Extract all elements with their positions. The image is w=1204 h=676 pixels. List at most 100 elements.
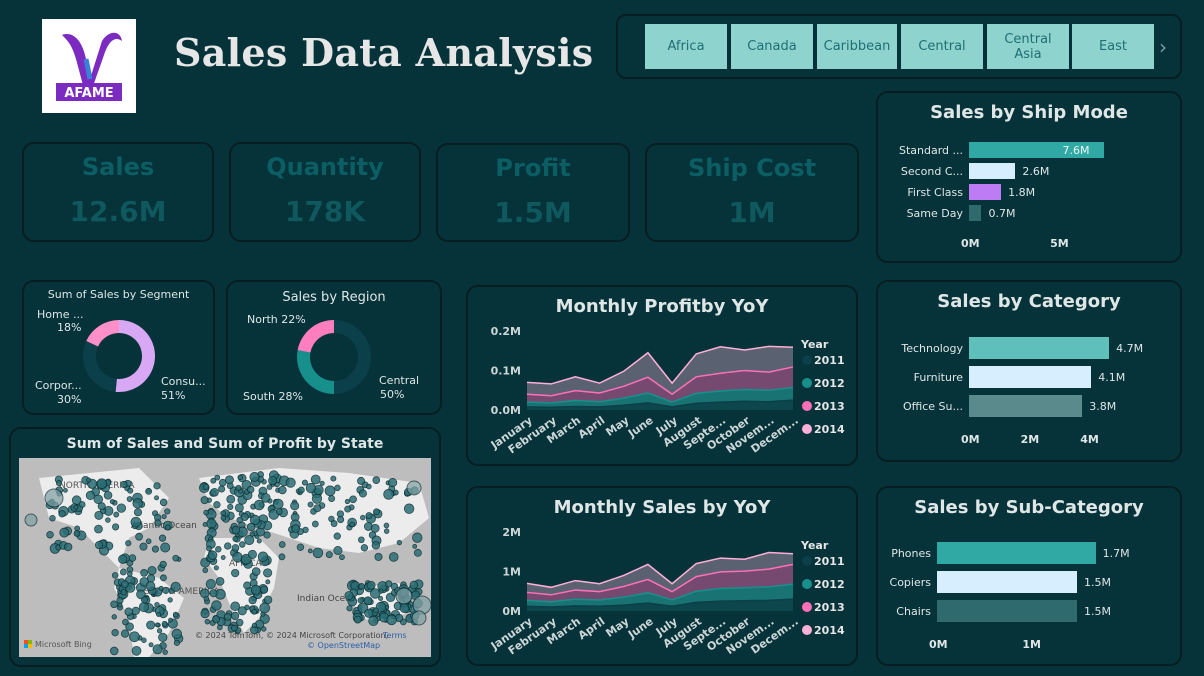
bar-value-label: 0.7M <box>988 206 1016 220</box>
x-tick-label: June <box>625 615 656 642</box>
chart-title: Sum of Sales by Segment <box>47 288 190 301</box>
donut-slice[interactable] <box>297 320 334 353</box>
y-tick-label: 0.2M <box>491 325 521 338</box>
map-terms-link: Terms <box>382 631 407 640</box>
chart-title: Monthly Profitby YoY <box>555 296 769 317</box>
kpi-ship-cost: Ship Cost 1M <box>645 143 859 242</box>
bar[interactable] <box>969 395 1083 417</box>
area-series-line <box>526 583 794 603</box>
bing-icon <box>24 640 28 644</box>
region-slicer: Africa Canada Caribbean Central Central … <box>616 14 1182 79</box>
area-series-line <box>526 399 794 408</box>
donut-slice[interactable] <box>86 320 119 347</box>
slicer-item-africa[interactable]: Africa <box>645 24 727 69</box>
label-south: South 28% <box>243 390 303 403</box>
legend-label: 2013 <box>814 601 845 614</box>
bar-value-label: 1.5M <box>1084 575 1111 589</box>
slicer-item-central[interactable]: Central <box>901 24 983 69</box>
legend-marker <box>802 378 812 388</box>
bar[interactable] <box>937 600 1077 622</box>
label-corp: Corpor... <box>35 379 82 392</box>
area-series[interactable] <box>527 366 793 403</box>
bar[interactable] <box>969 184 1002 200</box>
legend-label: 2011 <box>814 555 845 568</box>
region-donut: North 22% South 28% Central 50% <box>243 313 419 403</box>
kpi-value: 1.5M <box>494 196 572 229</box>
bar-category-label: Chairs <box>896 604 931 618</box>
bar[interactable] <box>969 205 982 221</box>
x-tick-label: April <box>576 615 608 642</box>
area-series-line <box>526 563 794 596</box>
logo-mark: AFAME <box>56 32 122 101</box>
bar-category-label: Phones <box>891 546 931 560</box>
logo-text: AFAME <box>64 86 113 101</box>
kpi-profit: Profit 1.5M <box>436 143 630 242</box>
donut-slice[interactable] <box>297 350 334 394</box>
area-series[interactable] <box>527 564 793 602</box>
legend-label: 2011 <box>814 354 845 367</box>
area-series-line <box>526 366 794 397</box>
x-tick-label: 0M <box>961 433 980 446</box>
legend-label: 2013 <box>814 400 845 413</box>
area-chart-sales: 0M1M2MJanuaryFebruaryMarchAprilMayJuneJu… <box>488 526 845 657</box>
bar-value-label: 1.8M <box>1008 185 1036 199</box>
legend-marker <box>802 355 812 365</box>
area-series[interactable] <box>527 387 793 408</box>
y-tick-label: 0M <box>502 605 521 618</box>
x-tick-label: 0M <box>929 638 948 651</box>
bar-category-label: Same Day <box>906 206 963 220</box>
chart-title: Sum of Sales and Sum of Profit by State <box>66 436 384 452</box>
chart-title: Sales by Region <box>282 290 386 305</box>
bar[interactable] <box>969 142 1105 158</box>
y-tick-label: 1M <box>502 566 521 579</box>
kpi-value: 1M <box>728 196 776 229</box>
x-tick-label: 0M <box>961 237 980 250</box>
chart-category: Sales by Category Technology 4.7M Furnitur… <box>876 280 1182 462</box>
slicer-item-east[interactable]: East <box>1072 24 1154 69</box>
legend-label: 2012 <box>814 377 845 390</box>
kpi-label: Ship Cost <box>688 154 816 182</box>
chevron-right-icon[interactable]: › <box>1159 35 1167 59</box>
donut-slice[interactable] <box>83 341 117 392</box>
area-series-line <box>526 386 794 404</box>
legend-marker <box>802 556 812 566</box>
sales-map[interactable]: NORTH AMERICA Atlantic Ocean Indian Ocea… <box>19 458 431 657</box>
map-label-sa: SOUTH AMERICA <box>144 587 220 597</box>
slicer-item-canada[interactable]: Canada <box>731 24 813 69</box>
bar-category-label: Second C... <box>900 164 963 178</box>
bar[interactable] <box>969 366 1092 388</box>
chart-segment: Sum of Sales by Segment Home ... 18% Cor… <box>22 280 215 415</box>
map-osm-link: © OpenStreetMap <box>307 641 380 650</box>
area-series[interactable] <box>527 346 793 396</box>
donut-slice[interactable] <box>115 320 156 392</box>
bar[interactable] <box>937 571 1077 593</box>
label-central-pct: 50% <box>380 388 404 401</box>
bar-value-label: 4.1M <box>1098 370 1126 384</box>
area-chart-profit: 0.0M0.1M0.2MJanuaryFebruaryMarchAprilMay… <box>488 325 845 456</box>
bar[interactable] <box>937 542 1096 564</box>
slicer-item-caribbean[interactable]: Caribbean <box>817 24 897 69</box>
chart-ship-mode: Sales by Ship Mode Standard ... 7.6M Secon… <box>876 91 1182 263</box>
area-series[interactable] <box>527 584 793 608</box>
chart-title: Sales by Ship Mode <box>930 102 1128 123</box>
bar-value-label: 1.5M <box>1084 604 1111 618</box>
area-series-line <box>526 345 794 385</box>
chart-region: Sales by Region North 22% South 28% Cent… <box>226 280 442 415</box>
bar[interactable] <box>969 337 1110 359</box>
bar-value-label: 2.6M <box>1022 164 1050 178</box>
area-series[interactable] <box>527 552 793 595</box>
slicer-item-central-asia[interactable]: Central Asia <box>987 24 1069 69</box>
legend-marker <box>802 625 812 635</box>
chart-title: Monthly Sales by YoY <box>553 497 771 518</box>
segment-donut: Home ... 18% Corpor... 30% Consu... 51% <box>35 308 206 406</box>
chart-title: Sales by Category <box>937 291 1121 312</box>
donut-slice[interactable] <box>334 320 371 394</box>
company-logo: AFAME <box>42 19 136 113</box>
bar-category-label: Standard ... <box>898 143 963 157</box>
map-bing-label: Microsoft Bing <box>35 640 92 649</box>
map-canvas[interactable]: NORTH AMERICA Atlantic Ocean Indian Ocea… <box>19 458 431 657</box>
x-tick-label: 2M <box>1020 433 1040 446</box>
kpi-label: Profit <box>495 154 571 182</box>
bar[interactable] <box>969 163 1016 179</box>
kpi-sales: Sales 12.6M <box>22 142 214 242</box>
